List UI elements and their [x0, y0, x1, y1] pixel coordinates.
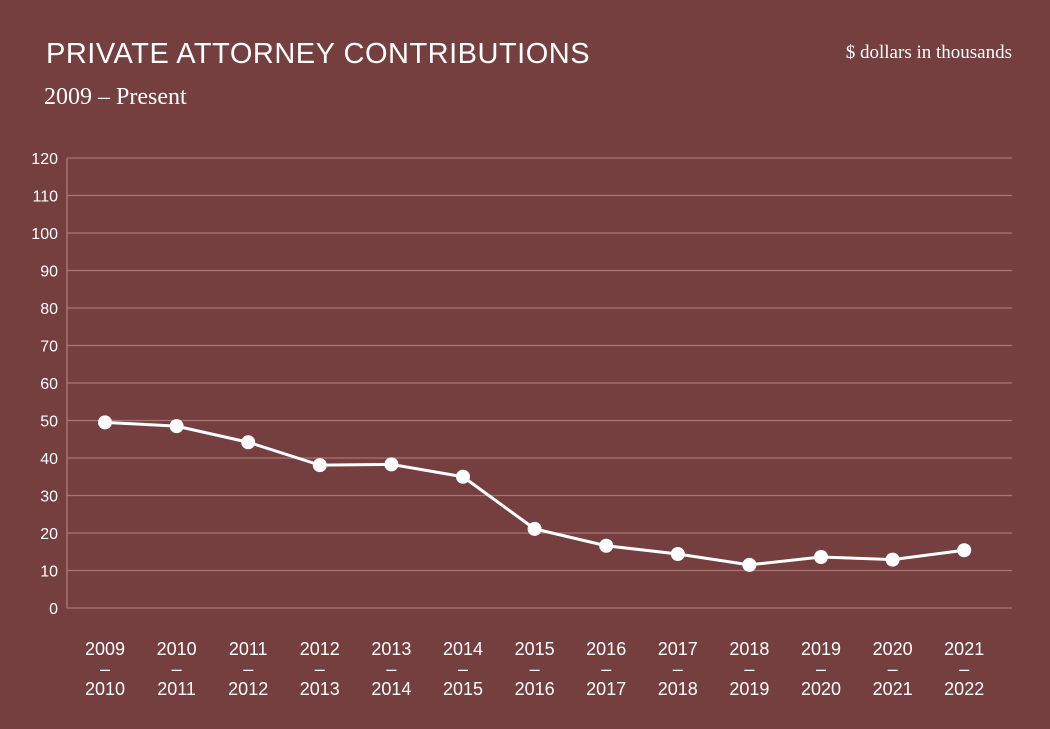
- x-tick-label-line: 2020: [873, 639, 913, 659]
- x-tick-label: 2018–2019: [729, 639, 769, 699]
- y-tick-label: 60: [40, 376, 58, 393]
- x-tick-label-line: 2016: [586, 639, 626, 659]
- data-point: [527, 521, 542, 536]
- grid-lines: [67, 157, 1012, 609]
- data-point: [98, 415, 112, 430]
- x-tick-label-line: –: [601, 659, 611, 679]
- x-tick-label: 2014–2015: [443, 639, 483, 699]
- x-tick-label-line: 2010: [157, 639, 197, 659]
- y-tick-label: 70: [40, 339, 58, 356]
- x-tick-label-line: 2017: [586, 679, 626, 699]
- y-tick-label: 30: [40, 489, 58, 506]
- y-tick-label: 110: [32, 189, 58, 206]
- x-tick-label-line: 2021: [944, 639, 984, 659]
- x-tick-label: 2021–2022: [944, 639, 984, 699]
- x-tick-label-line: –: [744, 659, 754, 679]
- x-tick-label-line: –: [100, 659, 110, 679]
- data-point: [241, 435, 256, 450]
- y-tick-label: 50: [40, 414, 58, 431]
- data-point: [814, 550, 828, 564]
- data-point: [169, 419, 184, 434]
- x-tick-label: 2020–2021: [873, 639, 913, 699]
- x-tick-label-line: 2013: [371, 639, 411, 659]
- x-tick-label-line: 2022: [944, 679, 984, 699]
- y-tick-labels: 0 10 20 30 40 50 60 70 80 90 100 110 120: [31, 151, 58, 618]
- x-tick-label-line: –: [458, 659, 468, 679]
- x-tick-label-line: 2019: [729, 679, 769, 699]
- data-point: [742, 557, 757, 572]
- x-tick-label-line: 2018: [658, 679, 698, 699]
- chart-title: PRIVATE ATTORNEY CONTRIBUTIONS: [46, 38, 591, 70]
- x-tick-label-line: 2010: [85, 679, 125, 699]
- data-point: [670, 547, 685, 561]
- y-tick-label: 120: [31, 151, 58, 168]
- x-tick-label-line: –: [172, 659, 182, 679]
- y-tick-label: 90: [40, 264, 58, 281]
- x-tick-label-line: –: [530, 659, 540, 679]
- x-tick-label: 2017–2018: [658, 639, 698, 699]
- x-tick-label-line: –: [243, 659, 253, 679]
- x-tick-label-line: –: [959, 659, 969, 679]
- y-tick-label: 100: [31, 226, 58, 243]
- x-tick-label-line: 2009: [85, 639, 125, 659]
- data-point: [885, 552, 900, 567]
- x-tick-label-line: –: [816, 659, 826, 679]
- x-tick-label-line: 2015: [443, 679, 483, 699]
- chart-subtitle: 2009 – Present: [44, 84, 187, 110]
- x-tick-label: 2013–2014: [371, 639, 411, 699]
- x-tick-label-line: 2011: [157, 679, 196, 699]
- x-tick-label: 2019–2020: [801, 639, 841, 699]
- data-point: [456, 469, 470, 484]
- x-tick-label-line: –: [315, 659, 325, 679]
- x-tick-label-line: 2018: [729, 639, 769, 659]
- x-tick-label: 2011–2012: [228, 639, 268, 699]
- x-tick-label-line: 2014: [371, 679, 411, 699]
- y-tick-label: 10: [40, 564, 58, 581]
- units-note: $ dollars in thousands: [845, 42, 1012, 63]
- x-tick-label: 2010–2011: [157, 639, 197, 699]
- y-tick-label: 20: [40, 526, 58, 543]
- x-tick-label-line: 2012: [300, 639, 340, 659]
- x-tick-label: 2009–2010: [85, 639, 125, 699]
- y-tick-label: 80: [40, 301, 58, 318]
- x-tick-label-line: 2021: [873, 679, 913, 699]
- data-point: [957, 543, 972, 558]
- data-point: [599, 538, 614, 553]
- x-tick-label: 2015–2016: [515, 639, 555, 699]
- x-tick-label-line: 2017: [658, 639, 698, 659]
- data-point: [312, 458, 327, 473]
- x-tick-label-line: 2011: [229, 639, 268, 659]
- y-tick-label: 40: [40, 451, 58, 468]
- x-tick-label-line: –: [888, 659, 898, 679]
- series-line: [104, 420, 965, 567]
- x-tick-labels: 2009–20102010–20112011–20122012–20132013…: [85, 639, 984, 699]
- x-tick-label-line: 2020: [801, 679, 841, 699]
- x-tick-label: 2016–2017: [586, 639, 626, 699]
- data-point: [384, 457, 399, 472]
- x-tick-label-line: 2015: [515, 639, 555, 659]
- x-tick-label-line: 2013: [300, 679, 340, 699]
- x-tick-label-line: –: [673, 659, 683, 679]
- x-tick-label: 2012–2013: [300, 639, 340, 699]
- x-tick-label-line: 2014: [443, 639, 483, 659]
- x-tick-label-line: 2019: [801, 639, 841, 659]
- x-tick-label-line: 2012: [228, 679, 268, 699]
- y-tick-label: 0: [49, 601, 58, 618]
- series-polyline: [104, 420, 965, 567]
- x-tick-label-line: –: [386, 659, 396, 679]
- data-points: [98, 415, 972, 572]
- x-tick-label-line: 2016: [515, 679, 555, 699]
